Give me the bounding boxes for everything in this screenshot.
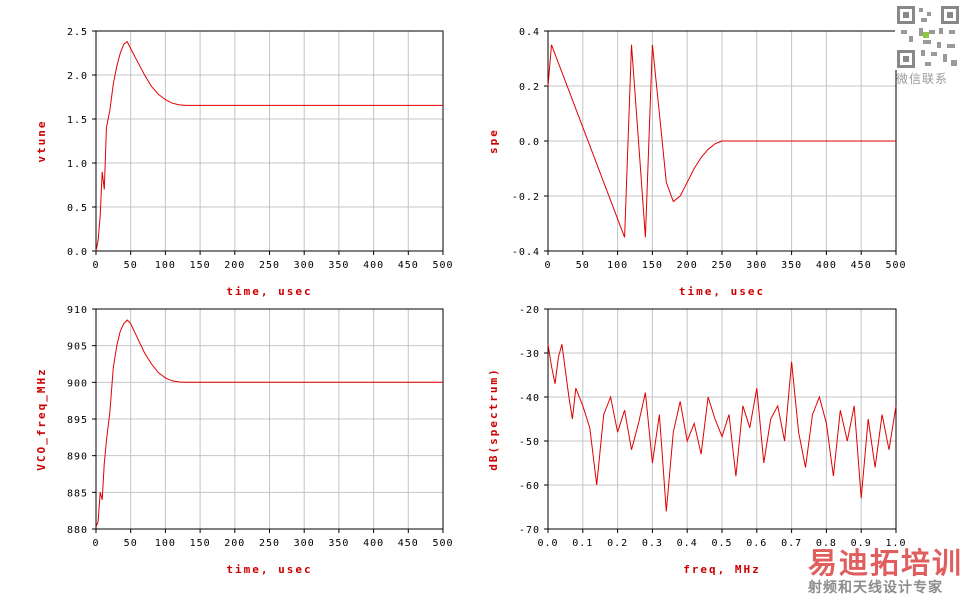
x-axis-label: freq, MHz	[683, 563, 761, 576]
x-tick-label: 500	[885, 260, 906, 271]
series-line	[95, 40, 443, 252]
y-tick-label: 880	[67, 525, 88, 536]
y-tick-label: 0.2	[519, 82, 540, 93]
x-tick-label: 0.2	[607, 538, 628, 549]
x-tick-label: 250	[259, 538, 280, 549]
x-tick-label: 0.1	[572, 538, 593, 549]
x-tick-label: 0	[544, 260, 551, 271]
x-tick-label: 400	[816, 260, 837, 271]
x-tick-label: 300	[746, 260, 767, 271]
y-tick-label: 0.4	[519, 27, 540, 38]
x-tick-label: 350	[781, 260, 802, 271]
x-axis-label: time, usec	[679, 285, 765, 298]
x-axis-label: time, usec	[226, 285, 312, 298]
y-tick-label: 1.5	[67, 115, 88, 126]
x-tick-label: 0.3	[642, 538, 663, 549]
x-tick-label: 450	[398, 538, 419, 549]
y-tick-label: -30	[519, 349, 540, 360]
watermark-brand: 易迪拓培训	[808, 546, 964, 580]
x-tick-label: 0.8	[816, 538, 837, 549]
x-tick-label: 300	[294, 538, 315, 549]
x-tick-label: 50	[124, 260, 138, 271]
y-tick-label: -60	[519, 481, 540, 492]
y-tick-label: 0.0	[519, 137, 540, 148]
series-line	[547, 44, 896, 238]
qr-code-icon	[895, 4, 961, 70]
x-tick-label: 150	[642, 260, 663, 271]
y-tick-label: 1.0	[67, 159, 88, 170]
x-tick-label: 50	[124, 538, 138, 549]
x-tick-label: 1.0	[885, 538, 906, 549]
plot-frame	[547, 308, 897, 530]
x-tick-label: 250	[711, 260, 732, 271]
x-tick-label: 200	[224, 260, 245, 271]
x-tick-label: 0	[92, 538, 99, 549]
y-tick-label: -20	[519, 305, 540, 316]
x-tick-label: 250	[259, 260, 280, 271]
y-tick-label: 2.0	[67, 71, 88, 82]
series-line	[95, 319, 443, 527]
x-tick-label: 100	[155, 538, 176, 549]
plot-frame	[95, 30, 444, 252]
y-tick-label: 0.5	[67, 203, 88, 214]
y-tick-label: -0.2	[512, 192, 540, 203]
x-tick-label: 0.7	[781, 538, 802, 549]
x-tick-label: 350	[328, 260, 349, 271]
x-tick-label: 400	[363, 260, 384, 271]
x-tick-label: 100	[607, 260, 628, 271]
x-tick-label: 0.5	[711, 538, 732, 549]
x-tick-label: 350	[328, 538, 349, 549]
y-tick-label: 910	[67, 305, 88, 316]
x-tick-label: 450	[398, 260, 419, 271]
y-tick-label: 890	[67, 452, 88, 463]
y-tick-label: -40	[519, 393, 540, 404]
x-tick-label: 150	[190, 538, 211, 549]
y-tick-label: 895	[67, 415, 88, 426]
x-tick-label: 450	[851, 260, 872, 271]
x-tick-label: 50	[576, 260, 590, 271]
y-tick-label: -50	[519, 437, 540, 448]
x-tick-label: 0.9	[851, 538, 872, 549]
x-tick-label: 0	[92, 260, 99, 271]
qr-caption: 微信联系	[896, 72, 949, 86]
series-line	[547, 344, 897, 512]
y-tick-label: -0.4	[512, 247, 540, 258]
x-tick-label: 0.0	[537, 538, 558, 549]
x-tick-label: 100	[155, 260, 176, 271]
x-tick-label: 150	[190, 260, 211, 271]
x-tick-label: 300	[294, 260, 315, 271]
y-tick-label: 900	[67, 378, 88, 389]
y-tick-label: 2.5	[67, 27, 88, 38]
x-tick-label: 500	[432, 538, 453, 549]
x-tick-label: 500	[432, 260, 453, 271]
x-tick-label: 200	[677, 260, 698, 271]
y-axis-label: vtune	[35, 119, 48, 162]
y-tick-label: -70	[519, 525, 540, 536]
x-tick-label: 200	[224, 538, 245, 549]
y-axis-label: spe	[487, 128, 500, 154]
watermark-tagline: 射频和天线设计专家	[808, 580, 943, 596]
x-tick-label: 0.4	[677, 538, 698, 549]
y-axis-label: dB(spectrum)	[487, 367, 500, 470]
x-tick-label: 0.6	[746, 538, 767, 549]
y-tick-label: 0.0	[67, 247, 88, 258]
y-tick-label: 885	[67, 488, 88, 499]
x-tick-label: 400	[363, 538, 384, 549]
y-tick-label: 905	[67, 342, 88, 353]
plot-frame	[95, 308, 444, 530]
y-axis-label: VCO_freq_MHz	[35, 367, 48, 470]
x-axis-label: time, usec	[226, 563, 312, 576]
